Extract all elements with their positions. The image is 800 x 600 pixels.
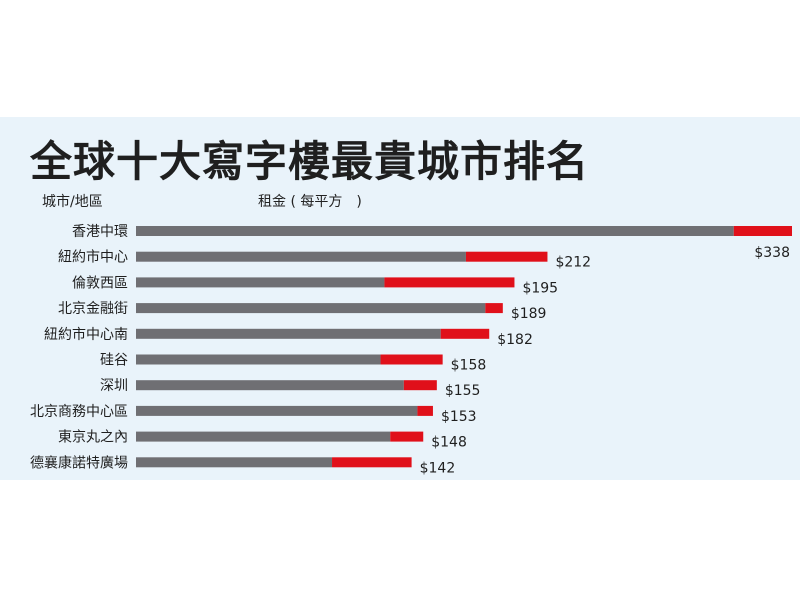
value-column-header: 租金 ( 每平方 ) (258, 194, 362, 210)
value-label: $155 (445, 383, 481, 399)
category-label: 東京丸之內 (58, 430, 128, 446)
bar-segment-premium (332, 457, 412, 468)
bar-segment-premium (733, 226, 792, 236)
bar-segment-premium (485, 303, 503, 314)
value-label: $142 (420, 460, 456, 476)
category-label: 北京商務中心區 (30, 404, 128, 420)
category-label: 深圳 (100, 378, 128, 394)
bar-segment-base (136, 380, 404, 391)
category-label: 北京金融街 (58, 301, 128, 317)
bar-segment-base (136, 354, 381, 365)
value-label: $338 (754, 245, 790, 261)
category-column-header: 城市/地區 (42, 194, 103, 210)
bar-segment-base (136, 226, 734, 236)
bar-segment-base (136, 251, 466, 262)
bar-segment-premium (380, 354, 443, 365)
value-label: $153 (441, 409, 477, 425)
bar-segment-premium (440, 328, 490, 339)
value-label: $158 (451, 358, 487, 374)
bar-segment-premium (465, 251, 548, 262)
bar-segment-premium (417, 405, 433, 416)
category-label: 香港中環 (72, 224, 128, 240)
value-label: $189 (511, 306, 547, 322)
bar-segment-premium (403, 380, 437, 391)
category-label: 倫敦西區 (72, 275, 128, 291)
chart-title: 全球十大寫字樓最貴城市排名 (30, 137, 590, 186)
category-label: 德襄康諾特廣場 (30, 454, 128, 471)
chart-panel (0, 117, 800, 480)
value-label: $148 (431, 435, 467, 451)
bar-segment-premium (390, 431, 424, 442)
bar-segment-base (136, 457, 333, 468)
bar-segment-base (136, 405, 418, 416)
category-label: 紐約市中心南 (44, 326, 128, 343)
bar-segment-base (136, 431, 391, 442)
category-label: 紐約市中心 (58, 249, 128, 266)
value-label: $195 (522, 280, 558, 296)
bar-segment-base (136, 328, 441, 339)
category-label: 硅谷 (100, 353, 128, 369)
bar-segment-base (136, 277, 385, 288)
bar-segment-premium (384, 277, 515, 288)
value-label: $212 (555, 255, 591, 271)
bar-segment-base (136, 303, 486, 314)
value-label: $182 (497, 332, 533, 348)
